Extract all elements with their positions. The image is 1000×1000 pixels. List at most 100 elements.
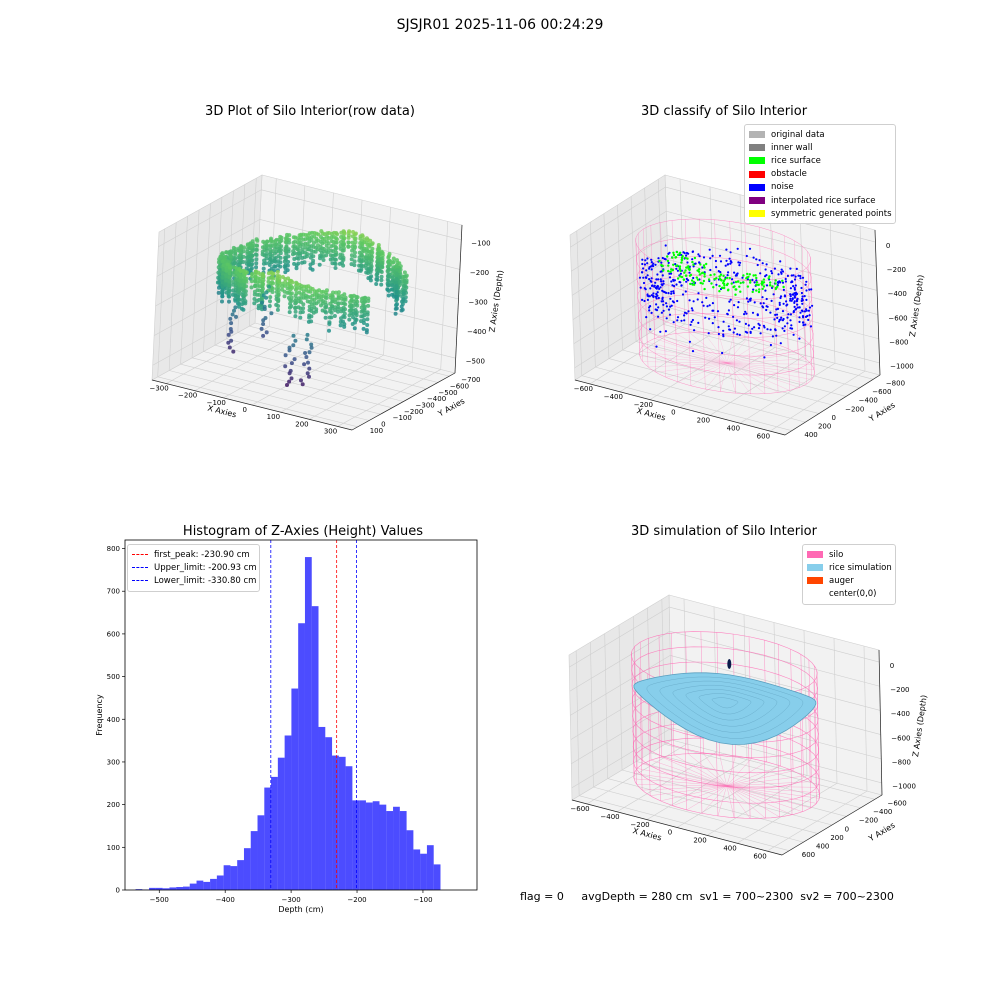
panel1-point bbox=[224, 250, 229, 255]
panel2-noise-point bbox=[802, 324, 805, 327]
panel1-point bbox=[283, 255, 287, 260]
panel2-noise-point bbox=[688, 271, 691, 274]
panel1-point bbox=[277, 274, 282, 279]
panel2-noise-point bbox=[692, 276, 695, 280]
panel1-point bbox=[237, 288, 242, 292]
panel1-z-tick: −400 bbox=[467, 328, 486, 336]
panel2-noise-point bbox=[798, 306, 801, 309]
panel1-point bbox=[328, 253, 333, 258]
panel2-surface-point bbox=[666, 259, 670, 263]
panel2-surface-point bbox=[667, 264, 670, 267]
panel2-noise-point bbox=[771, 335, 775, 338]
panel1-point bbox=[261, 333, 266, 338]
avg-depth-text: avgDepth = 280 cm bbox=[581, 890, 693, 903]
panel2-noise-point bbox=[670, 272, 673, 275]
panel1-point bbox=[223, 282, 228, 287]
panel2-noise-point bbox=[661, 256, 664, 260]
panel1-point bbox=[264, 295, 269, 300]
panel2-wall-line bbox=[643, 253, 649, 368]
panel1-point bbox=[245, 249, 250, 254]
panel2-noise-point bbox=[692, 300, 695, 303]
panel2-noise-point bbox=[807, 318, 810, 321]
panel2-noise-point bbox=[665, 305, 669, 308]
panel1-point bbox=[260, 252, 265, 257]
panel2-noise-point bbox=[801, 295, 804, 298]
histogram-x-tick-label: −100 bbox=[413, 896, 432, 904]
panel2-noise-point bbox=[668, 313, 672, 316]
panel1-point bbox=[300, 260, 305, 265]
panel1-point bbox=[270, 286, 275, 291]
panel2-noise-point bbox=[794, 275, 797, 278]
legend-swatch bbox=[807, 564, 823, 572]
panel2-wall-line bbox=[760, 280, 766, 394]
panel1-point bbox=[252, 301, 257, 306]
panel2-noise-point bbox=[645, 269, 648, 272]
panel2-noise-point bbox=[650, 277, 653, 280]
panel2-noise-point bbox=[793, 288, 797, 291]
panel2-floor-spoke bbox=[726, 362, 779, 393]
panel1-point bbox=[260, 245, 265, 250]
panel4-floor-spoke bbox=[650, 759, 727, 787]
histogram-y-tick-label: 400 bbox=[107, 716, 120, 724]
panel2-noise-point bbox=[781, 310, 785, 313]
panel4-x-tick: 0 bbox=[668, 829, 672, 837]
panel2-noise-point bbox=[766, 305, 769, 308]
panel2-noise-point bbox=[751, 278, 754, 281]
panel1-x-tick: −100 bbox=[207, 399, 226, 407]
panel2-noise-point bbox=[782, 288, 786, 291]
panel1-point bbox=[379, 278, 384, 283]
panel2-noise-point bbox=[670, 290, 673, 293]
panel1-z-tick: −300 bbox=[469, 299, 488, 307]
panel2-noise-point bbox=[777, 273, 780, 276]
panel4-floor-spoke bbox=[636, 784, 727, 787]
panel1-point bbox=[268, 295, 273, 300]
panel1-point bbox=[364, 270, 369, 275]
panel2-surface-point bbox=[762, 278, 766, 281]
panel1-point bbox=[341, 319, 345, 324]
panel2-noise-point bbox=[744, 322, 748, 325]
panel1-point bbox=[244, 266, 249, 271]
panel2-floor-spoke bbox=[726, 362, 766, 394]
panel2-noise-point bbox=[646, 298, 650, 301]
panel2-noise-point bbox=[792, 285, 795, 288]
panel2-surface-point bbox=[755, 289, 758, 292]
panel2-noise-point bbox=[687, 310, 690, 313]
panel2-noise-point bbox=[659, 278, 662, 281]
panel2-noise-point bbox=[761, 296, 764, 299]
panel2-noise-point bbox=[717, 326, 720, 329]
panel1-point bbox=[357, 263, 362, 268]
panel2-floor-spoke bbox=[642, 346, 728, 364]
panel2-noise-point bbox=[758, 259, 761, 262]
panel2-surface-point bbox=[685, 266, 688, 269]
panel1-point bbox=[220, 284, 225, 289]
panel2-noise-point bbox=[799, 277, 802, 280]
panel2-noise-point bbox=[690, 307, 694, 310]
panel2-noise-point bbox=[721, 351, 724, 355]
panel2-noise-point bbox=[802, 321, 805, 324]
panel1-point bbox=[366, 299, 371, 303]
panel2-noise-point bbox=[654, 308, 657, 311]
panel1-point bbox=[358, 241, 363, 245]
panel2-noise-point bbox=[795, 292, 799, 296]
panel2-noise-point bbox=[803, 295, 806, 298]
panel2-noise-point bbox=[744, 330, 747, 333]
panel2-noise-point bbox=[718, 254, 722, 257]
panel2-surface-point bbox=[751, 290, 754, 294]
panel2-noise-point bbox=[800, 286, 803, 290]
panel1-point bbox=[282, 294, 287, 299]
panel1-point bbox=[269, 266, 274, 271]
panel1-point bbox=[394, 306, 399, 311]
panel2-noise-point bbox=[774, 313, 777, 316]
panel1-point bbox=[276, 304, 281, 308]
panel4-floor-spoke bbox=[673, 754, 727, 787]
panel2-surface-point bbox=[757, 283, 760, 287]
panel4-floor-spoke bbox=[726, 785, 780, 818]
panel1-point bbox=[249, 254, 254, 259]
histogram-bar bbox=[135, 889, 143, 890]
panel2-noise-point bbox=[681, 293, 685, 296]
panel1-point bbox=[215, 280, 220, 285]
panel2-surface-point bbox=[699, 281, 702, 285]
panel2-surface-point bbox=[688, 274, 692, 277]
panel1-point bbox=[349, 257, 354, 262]
